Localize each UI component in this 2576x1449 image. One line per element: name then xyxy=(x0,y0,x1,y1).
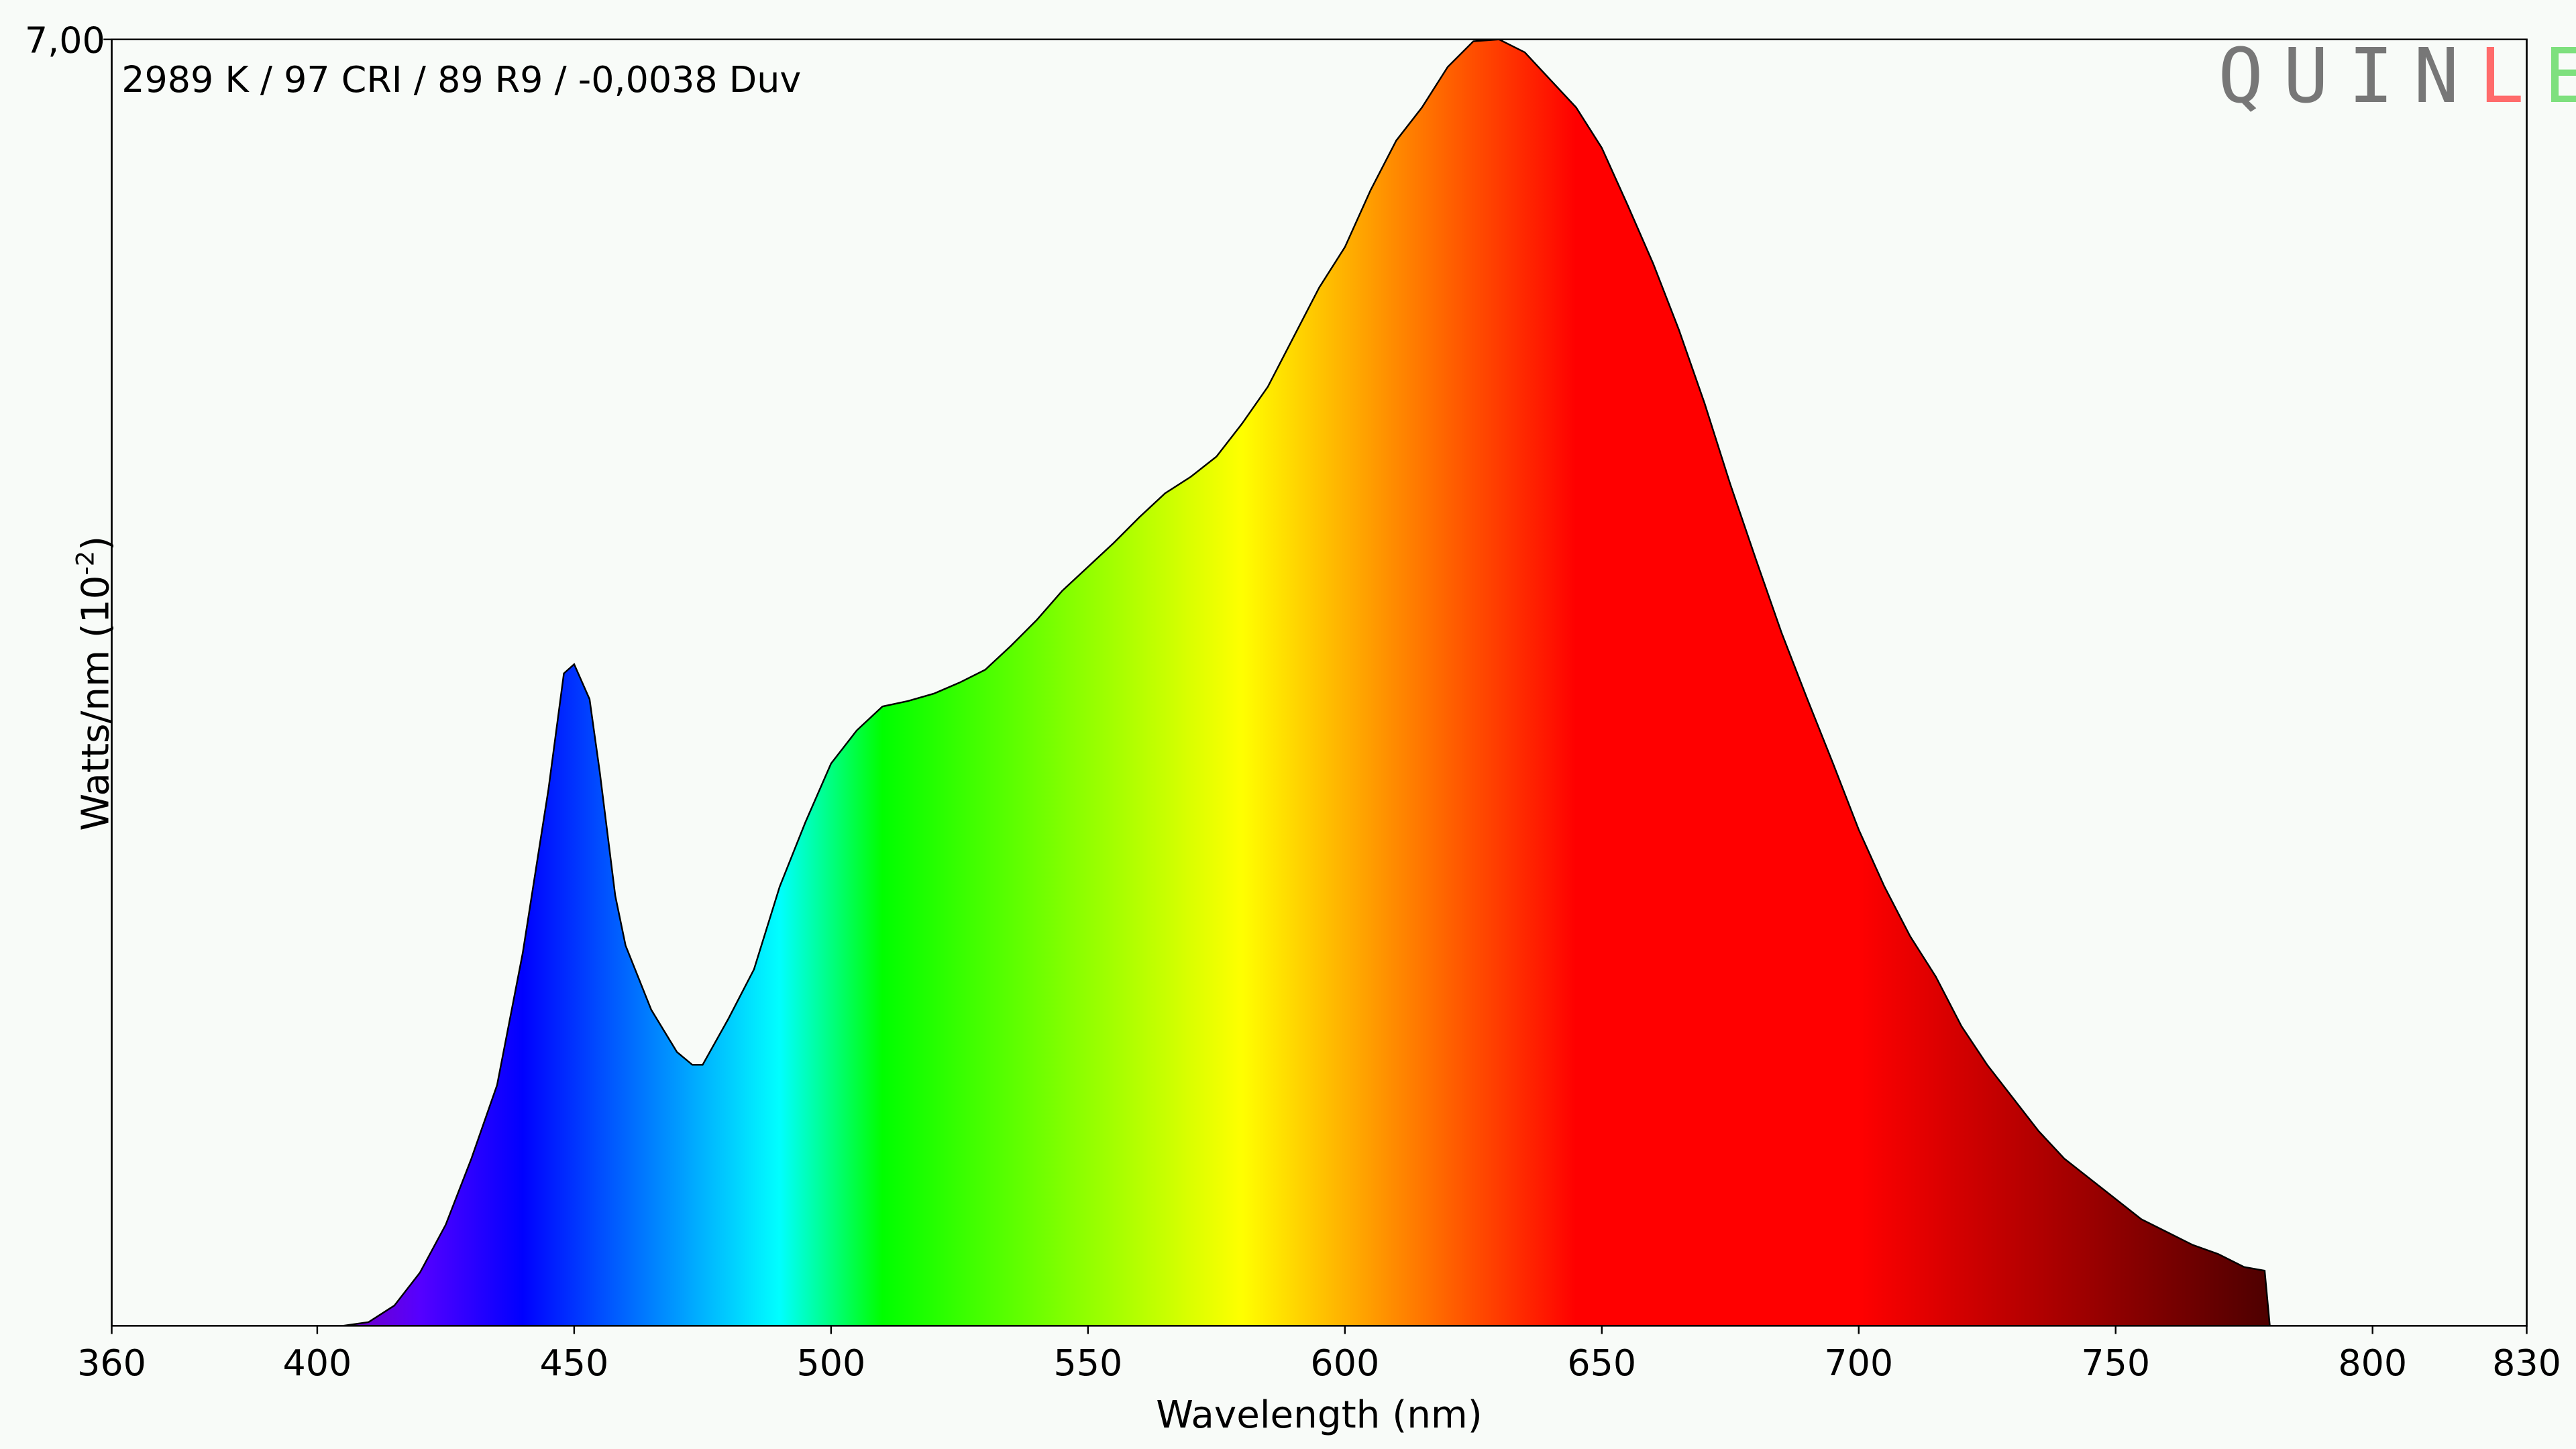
x-tick-label: 600 xyxy=(1310,1342,1379,1384)
x-axis-title: Wavelength (nm) xyxy=(1156,1393,1482,1437)
y-axis-title-exponent: -2 xyxy=(71,551,100,576)
annotation: 2989 K / 97 CRI / 89 R9 / -0,0038 Duv xyxy=(121,58,801,101)
x-tick-label: 400 xyxy=(283,1342,352,1384)
logo-part: L xyxy=(2479,32,2544,120)
x-tick-label: 500 xyxy=(796,1342,865,1384)
logo-part: E xyxy=(2544,32,2576,120)
x-tick-label: 550 xyxy=(1053,1342,1122,1384)
x-tick-label: 800 xyxy=(2338,1342,2407,1384)
x-tick-label: 650 xyxy=(1567,1342,1636,1384)
x-tick-label: 360 xyxy=(77,1342,146,1384)
spectrum-area xyxy=(343,38,2271,1327)
x-tick-label: 700 xyxy=(1824,1342,1893,1384)
y-axis-title: Watts/nm (10-2) xyxy=(71,536,118,831)
logo-part: QUIN xyxy=(2218,32,2479,120)
x-tick-label: 750 xyxy=(2081,1342,2150,1384)
x-tick-label: 450 xyxy=(539,1342,608,1384)
plot-border xyxy=(111,38,2528,1327)
y-axis-title-close: ) xyxy=(74,536,118,551)
y-axis-title-text: Watts/nm (10 xyxy=(74,576,118,831)
y-tick-label: 7,00 xyxy=(25,19,105,61)
x-tick-label: 830 xyxy=(2492,1342,2561,1384)
logo: QUINLED xyxy=(2218,32,2576,120)
